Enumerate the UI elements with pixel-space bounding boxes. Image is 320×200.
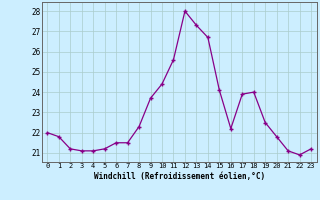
X-axis label: Windchill (Refroidissement éolien,°C): Windchill (Refroidissement éolien,°C) — [94, 172, 265, 181]
